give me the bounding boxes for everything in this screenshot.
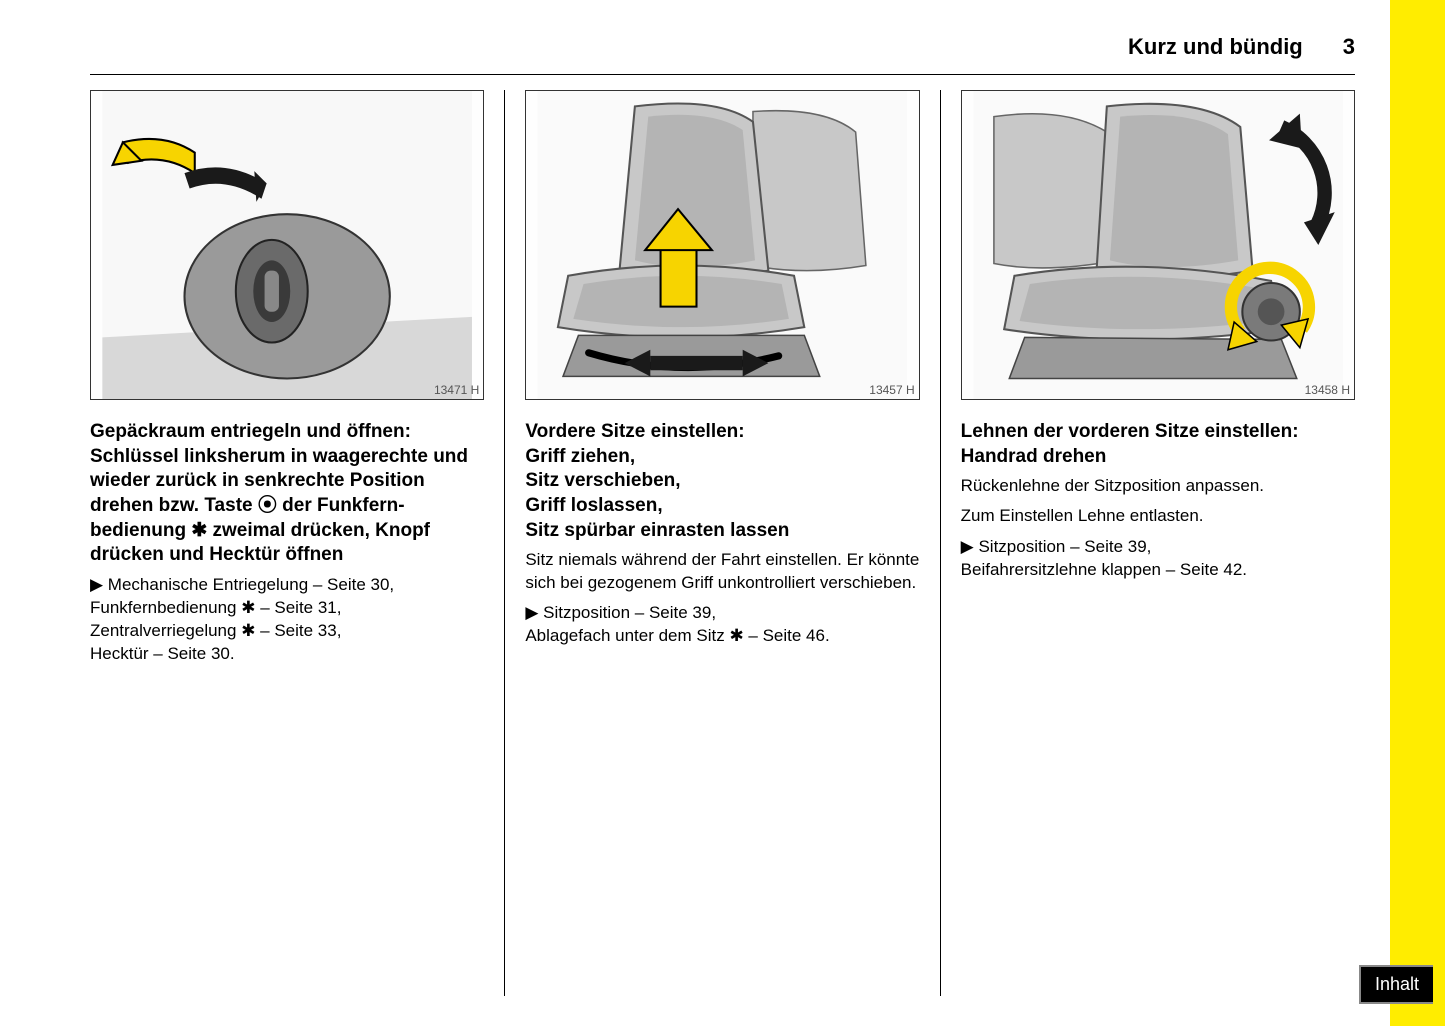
- main-content: 13471 H Gepäckraum entriegeln und öffnen…: [90, 90, 1355, 996]
- illustration-seat-slide: 13457 H: [525, 90, 919, 400]
- para-3a: Rückenlehne der Sitzposition anpassen.: [961, 475, 1355, 497]
- refs-3: ▶ Sitzposition – Seite 39, Beifahrersitz…: [961, 536, 1355, 582]
- inhalt-tab[interactable]: Inhalt: [1359, 965, 1433, 1004]
- illustration-label: 13458 H: [1305, 383, 1350, 397]
- column-2: 13457 H Vordere Sitze einstellen: Griff …: [505, 90, 940, 996]
- heading-2: Vordere Sitze einstellen: Griff ziehen, …: [525, 420, 919, 543]
- heading-3: Lehnen der vorderen Sitze einstellen: Ha…: [961, 420, 1355, 469]
- yellow-side-bar: [1390, 0, 1445, 1026]
- illustration-seat-recline: 13458 H: [961, 90, 1355, 400]
- refs-2: ▶ Sitzposition – Seite 39, Ablagefach un…: [525, 602, 919, 648]
- page-number: 3: [1343, 34, 1355, 60]
- illustration-label: 13457 H: [869, 383, 914, 397]
- para-3b: Zum Einstellen Lehne entlasten.: [961, 505, 1355, 527]
- column-3: 13458 H Lehnen der vorderen Sitze einste…: [941, 90, 1355, 996]
- heading-1: Gepäckraum entriegeln und öffnen: Schlüs…: [90, 420, 484, 568]
- illustration-lock: 13471 H: [90, 90, 484, 400]
- illustration-label: 13471 H: [434, 383, 479, 397]
- page-header: Kurz und bündig 3: [90, 34, 1355, 75]
- para-2: Sitz niemals während der Fahrt einstelle…: [525, 549, 919, 593]
- section-title: Kurz und bündig: [1128, 34, 1303, 60]
- refs-1: ▶ Mechanische Entriegelung – Seite 30, F…: [90, 574, 484, 666]
- column-1: 13471 H Gepäckraum entriegeln und öffnen…: [90, 90, 505, 996]
